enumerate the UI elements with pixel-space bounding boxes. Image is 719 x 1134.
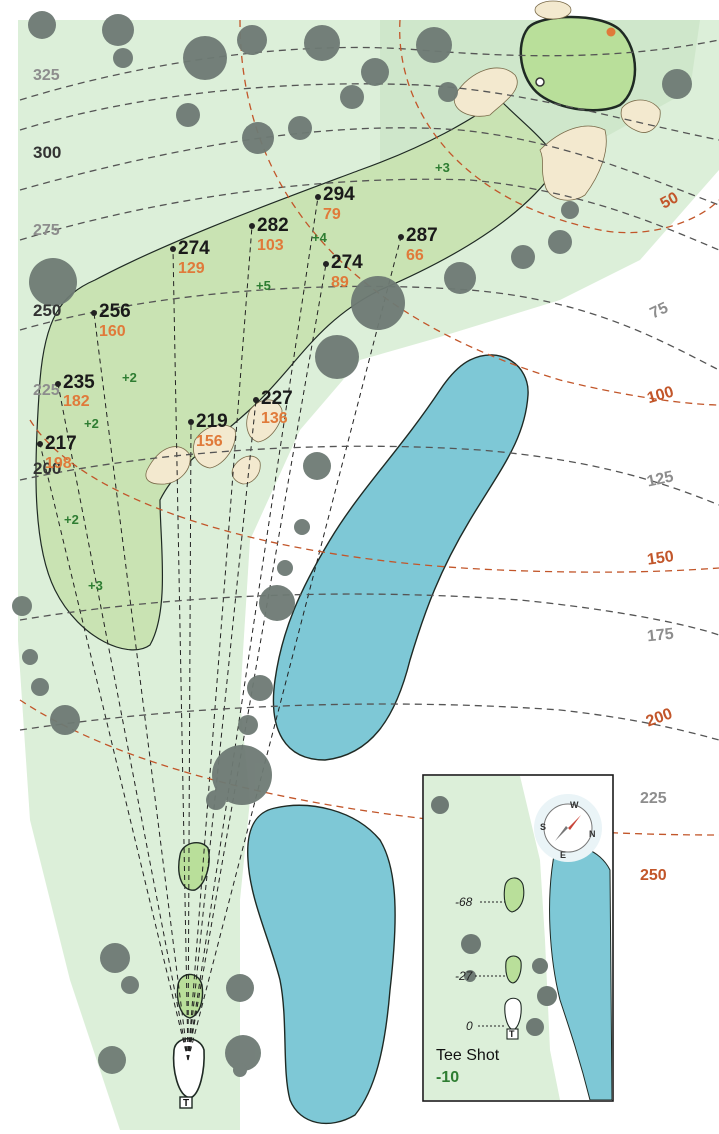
- inset-panel: [422, 774, 614, 1102]
- svg-text:274: 274: [178, 238, 210, 259]
- green-tick-75: 75: [648, 299, 671, 322]
- svg-text:182: 182: [63, 393, 90, 410]
- slope-label: +2: [84, 416, 99, 431]
- slope-label: +3: [88, 578, 103, 593]
- shot-line: [187, 196, 319, 1061]
- shot-line: [39, 443, 189, 1061]
- distance-tick-275: 275: [33, 222, 60, 239]
- shot-line: [187, 225, 253, 1061]
- shot-lines: [39, 196, 402, 1061]
- inset-marker-label: -27: [455, 969, 474, 983]
- compass-rose: [534, 794, 602, 862]
- distance-tick-325: 325: [33, 67, 60, 84]
- svg-text:79: 79: [323, 206, 341, 223]
- green-tick-175: 175: [646, 626, 674, 646]
- inset-tee-letter: T: [509, 1029, 515, 1039]
- green-tick-100: 100: [645, 384, 675, 408]
- distance-tick-300: 300: [33, 143, 61, 162]
- distance-tick-250: 250: [33, 301, 61, 320]
- compass-letter-e: E: [560, 850, 566, 860]
- svg-text:256: 256: [99, 301, 131, 322]
- compass-letter-w: W: [570, 800, 579, 810]
- svg-text:282: 282: [257, 215, 289, 236]
- target-287: 287 66: [398, 225, 438, 264]
- slope-label: +2: [64, 512, 79, 527]
- bunker: [246, 399, 283, 443]
- svg-text:129: 129: [178, 260, 205, 277]
- svg-text:217: 217: [45, 433, 77, 454]
- target-282: 282 103: [249, 215, 289, 254]
- svg-text:156: 156: [196, 433, 223, 450]
- slope-label: +3: [435, 160, 450, 175]
- svg-text:287: 287: [406, 225, 438, 246]
- target-256: 256 160: [91, 301, 131, 340]
- tee-marker-letter: T: [183, 1098, 189, 1109]
- green-tick-125: 125: [645, 468, 675, 490]
- slope-label: +5: [256, 278, 271, 293]
- green-tick-250: 250: [640, 867, 667, 884]
- svg-text:198: 198: [45, 455, 72, 472]
- svg-text:235: 235: [63, 372, 95, 393]
- bunker: [231, 455, 261, 485]
- green-front-marker: [535, 77, 545, 87]
- water-hazard: [272, 354, 529, 761]
- inset-marker-label: -68: [455, 895, 473, 909]
- inset-value: -10: [436, 1069, 459, 1086]
- svg-text:227: 227: [261, 388, 293, 409]
- svg-text:103: 103: [257, 237, 284, 254]
- water-hazard: [247, 804, 396, 1125]
- green-tick-200: 200: [644, 705, 675, 730]
- trees: [12, 11, 692, 1077]
- tee-marker: [179, 1096, 193, 1109]
- slope-label: +4: [312, 230, 328, 245]
- svg-text:294: 294: [323, 184, 355, 205]
- target-227: 227 136: [253, 388, 293, 427]
- svg-text:89: 89: [331, 274, 349, 291]
- shot-line: [187, 421, 192, 1061]
- green-tick-150: 150: [646, 548, 675, 569]
- green: [519, 15, 637, 112]
- pin-marker: [606, 27, 616, 37]
- distance-tick-225: 225: [33, 382, 60, 399]
- target-294: 294 79: [315, 184, 355, 223]
- target-274-right: 274 89: [323, 252, 363, 291]
- green-tick-225: 225: [640, 790, 667, 807]
- fairway: [35, 99, 557, 651]
- svg-text:136: 136: [261, 410, 288, 427]
- shot-line: [172, 248, 189, 1061]
- bunker: [193, 424, 236, 469]
- target-274-left: 274 129: [170, 238, 210, 277]
- svg-text:219: 219: [196, 411, 228, 432]
- shot-line: [57, 383, 189, 1061]
- target-217: 217 198: [37, 433, 77, 472]
- shot-line: [187, 399, 257, 1061]
- slope-label: +2: [122, 370, 137, 385]
- inset-title: Tee Shot: [436, 1047, 500, 1064]
- distance-tick-200: 200: [33, 459, 61, 478]
- shot-line: [187, 236, 402, 1061]
- middle-tee: [176, 973, 204, 1019]
- green-tick-50: 50: [658, 189, 682, 212]
- compass-letter-n: N: [589, 829, 596, 839]
- svg-text:274: 274: [331, 252, 363, 273]
- compass-letter-s: S: [540, 822, 546, 832]
- inset-marker-label: 0: [466, 1019, 473, 1033]
- target-235: 235 182: [55, 372, 95, 410]
- svg-text:160: 160: [99, 323, 126, 340]
- target-219: 219 156: [188, 411, 228, 450]
- bunker: [539, 125, 607, 201]
- svg-text:66: 66: [406, 247, 424, 264]
- bunker: [534, 0, 572, 20]
